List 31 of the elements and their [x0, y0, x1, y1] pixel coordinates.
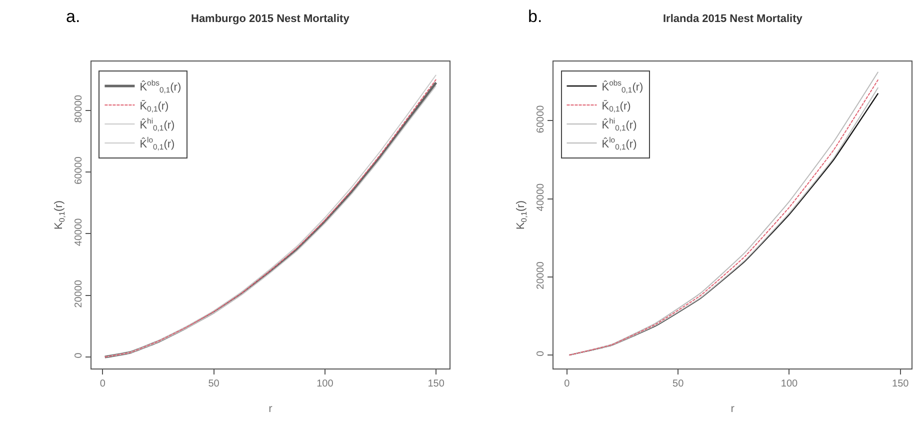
legend-label: K̂$^{hi}$$_{0,1}$(r) — [140, 116, 175, 133]
x-tick-label: 100 — [780, 378, 798, 390]
y-tick-label: 60000 — [74, 156, 85, 184]
x-tick-label: 100 — [316, 378, 334, 390]
chart-title: Hamburgo 2015 Nest Mortality — [191, 13, 350, 25]
legend-label: K̂$^{hi}$$_{0,1}$(r) — [602, 116, 637, 133]
y-tick-label: 40000 — [536, 182, 547, 212]
y-tick-label: 80000 — [74, 94, 85, 123]
legend-label: K̂$^{obs}$$_{0,1}$(r) — [602, 78, 644, 95]
text: a. — [66, 7, 80, 26]
y-tick-label: 0 — [536, 350, 547, 356]
y-tick-label: 20000 — [74, 279, 85, 308]
x-tick-label: 0 — [100, 378, 106, 390]
x-tick-label: 150 — [428, 378, 445, 390]
y-tick-label: 0 — [74, 352, 85, 358]
x-axis-title: r — [268, 402, 273, 415]
y-tick-label: 60000 — [536, 104, 547, 134]
y-tick-label: 20000 — [536, 261, 547, 290]
legend-label: K̄$_{0,1}$(r) — [602, 100, 631, 114]
legend-label: K̄$_{0,1}$(r) — [140, 100, 169, 114]
x-tick-label: 50 — [672, 378, 684, 390]
x-tick-label: 0 — [564, 378, 570, 390]
legend-label: K̂$^{lo}$$_{0,1}$(r) — [602, 136, 637, 152]
y-tick-label: 40000 — [74, 218, 85, 246]
x-tick-label: 50 — [208, 378, 220, 390]
legend-label: K̂$^{obs}$$_{0,1}$(r) — [140, 78, 182, 95]
chart-title: Irlanda 2015 Nest Mortality — [663, 13, 804, 25]
text: b. — [528, 7, 542, 26]
x-axis-title: r — [730, 402, 735, 415]
legend-label: K̂$^{lo}$$_{0,1}$(r) — [140, 136, 175, 152]
x-tick-label: 150 — [892, 378, 910, 390]
